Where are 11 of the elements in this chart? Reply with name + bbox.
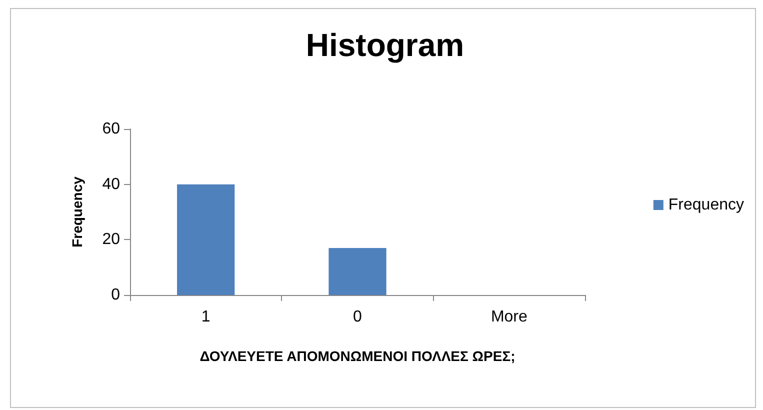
chart-title: Histogram	[306, 27, 464, 63]
legend-label: Frequency	[668, 196, 744, 214]
x-tick-label: 1	[201, 308, 210, 326]
y-tick-label: 60	[102, 120, 120, 138]
x-tick-label: 0	[353, 308, 362, 326]
y-axis-title: Frequency	[69, 176, 85, 248]
y-tick-label: 20	[102, 231, 120, 248]
x-tick-label: More	[490, 308, 528, 326]
y-tick-label: 0	[111, 286, 120, 304]
y-tick-label: 40	[102, 176, 120, 193]
x-axis-title: ΔΟΥΛΕΥΕΤΕ ΑΠΟΜΟΝΩΜΕΝΟΙ ΠΟΛΛΕΣ ΩΡΕΣ;	[200, 348, 516, 364]
